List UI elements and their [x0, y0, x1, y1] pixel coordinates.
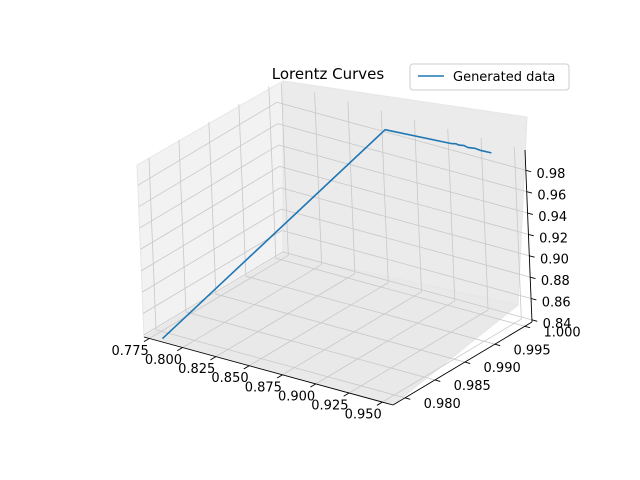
y-tick-mark — [524, 325, 531, 329]
y-gridline — [178, 139, 187, 312]
z-tick-mark — [530, 298, 537, 301]
z-tick-label: 0.98 — [536, 167, 565, 182]
z-gridline — [279, 166, 529, 235]
y-tick-mark — [434, 379, 441, 382]
x-tick-label: 0.800 — [145, 353, 182, 368]
chart-title: Lorentz Curves — [272, 65, 385, 83]
x-gridline — [347, 101, 356, 274]
tick-labels: 0.7750.8000.8250.8500.8750.9000.9250.950… — [112, 167, 581, 422]
y-gridline — [268, 86, 277, 259]
z-gridline — [137, 101, 278, 186]
y-gridline — [275, 257, 525, 327]
y-gridline — [245, 275, 495, 345]
z-tick-label: 0.96 — [537, 189, 566, 204]
x-gridline — [215, 273, 356, 357]
y-gridline — [148, 157, 157, 330]
y-tick-label: 0.990 — [484, 361, 521, 376]
x-gridline — [282, 291, 422, 376]
x-tick-label: 0.950 — [345, 408, 382, 423]
x-gridline — [513, 147, 522, 320]
x-tick-mark — [176, 347, 183, 352]
data-series — [161, 128, 492, 340]
z-tick-mark — [528, 233, 534, 237]
z-gridline — [141, 208, 282, 293]
z-gridline — [138, 123, 278, 208]
y-gridline — [155, 329, 406, 399]
x-tick-label: 0.875 — [245, 380, 282, 395]
x-tick-mark — [376, 401, 383, 406]
x-gridline — [314, 92, 323, 265]
x-gridline — [414, 119, 422, 292]
z-tick-label: 0.94 — [538, 210, 567, 225]
z-gridline — [282, 251, 533, 321]
x-tick-label: 0.850 — [211, 371, 248, 386]
z-gridline — [277, 123, 527, 193]
x-gridline — [348, 309, 489, 394]
y-tick-label: 0.980 — [424, 397, 461, 412]
z-gridline — [278, 144, 528, 214]
z-tick-label: 0.92 — [539, 231, 568, 246]
x-gridline — [380, 110, 389, 283]
x-gridline — [149, 255, 289, 339]
y-tick-mark — [404, 397, 411, 400]
x-tick-mark — [143, 338, 150, 343]
y-tick-label: 1.000 — [543, 325, 580, 340]
z-gridline — [281, 208, 531, 278]
x-tick-mark — [210, 356, 217, 361]
legend-box — [409, 63, 570, 91]
z-tick-mark — [527, 212, 534, 215]
y-tick-label: 0.985 — [454, 379, 491, 394]
x-axis-line — [143, 336, 394, 406]
x-gridline — [182, 264, 322, 348]
y-tick-label: 0.995 — [513, 343, 550, 358]
z-gridline — [281, 230, 532, 299]
z-gridline — [143, 251, 284, 336]
z-gridline — [142, 230, 283, 314]
y-gridline — [238, 104, 247, 277]
z-tick-mark — [530, 276, 536, 280]
x-tick-mark — [343, 392, 350, 397]
x-tick-mark — [276, 374, 283, 379]
x-tick-mark — [243, 365, 250, 370]
y-gridline — [185, 311, 436, 381]
legend-label: Generated data — [453, 70, 555, 85]
z-gridline — [280, 187, 530, 257]
y-tick-mark — [494, 343, 501, 347]
x-tick-mark — [310, 383, 317, 388]
z-tick-label: 0.90 — [540, 253, 569, 268]
z-gridline — [141, 187, 281, 272]
z-gridline — [140, 166, 280, 250]
x-gridline — [480, 137, 489, 311]
z-tick-label: 0.84 — [543, 317, 572, 332]
y-axis-line — [392, 321, 533, 406]
z-tick-label: 0.88 — [541, 274, 570, 289]
x-tick-label: 0.775 — [112, 344, 149, 359]
y-gridline — [215, 293, 466, 363]
z-gridline — [276, 101, 526, 171]
y-gridline — [208, 122, 217, 295]
x-gridline — [382, 318, 522, 403]
x-gridline — [315, 300, 455, 385]
series-line-0 — [161, 128, 492, 340]
x-tick-label: 0.925 — [311, 398, 348, 413]
z-tick-mark — [529, 255, 535, 258]
z-tick-label: 0.86 — [542, 295, 571, 310]
x-tick-label: 0.900 — [278, 389, 315, 404]
z-tick-mark — [525, 169, 532, 173]
z-tick-mark — [531, 319, 538, 322]
x-gridline — [447, 128, 456, 301]
x-gridline — [248, 282, 389, 367]
z-gridline — [139, 144, 279, 229]
x-gridline — [280, 83, 289, 256]
axis-lines — [143, 149, 538, 406]
z-tick-mark — [526, 191, 533, 194]
y-tick-mark — [464, 361, 471, 364]
x-tick-label: 0.825 — [178, 362, 215, 377]
grid-lines — [137, 83, 533, 403]
z-axis-line — [524, 149, 533, 323]
legend: Generated data — [409, 63, 570, 91]
